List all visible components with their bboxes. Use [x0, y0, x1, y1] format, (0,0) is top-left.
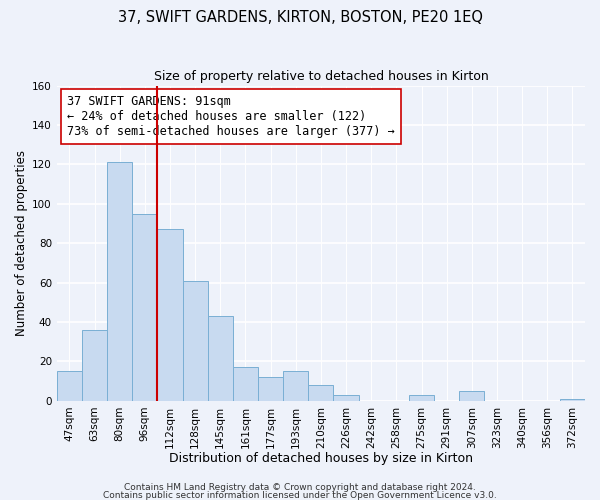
Bar: [283, 372, 308, 401]
Text: Contains public sector information licensed under the Open Government Licence v3: Contains public sector information licen…: [103, 490, 497, 500]
Text: Contains HM Land Registry data © Crown copyright and database right 2024.: Contains HM Land Registry data © Crown c…: [124, 484, 476, 492]
Bar: [132, 214, 157, 401]
Bar: [334, 395, 359, 401]
Bar: [233, 368, 258, 401]
Bar: [82, 330, 107, 401]
Y-axis label: Number of detached properties: Number of detached properties: [15, 150, 28, 336]
Bar: [409, 395, 434, 401]
Text: 37 SWIFT GARDENS: 91sqm
← 24% of detached houses are smaller (122)
73% of semi-d: 37 SWIFT GARDENS: 91sqm ← 24% of detache…: [67, 95, 395, 138]
Bar: [157, 230, 182, 401]
Bar: [308, 385, 334, 401]
Bar: [57, 372, 82, 401]
X-axis label: Distribution of detached houses by size in Kirton: Distribution of detached houses by size …: [169, 452, 473, 465]
Bar: [107, 162, 132, 401]
Title: Size of property relative to detached houses in Kirton: Size of property relative to detached ho…: [154, 70, 488, 83]
Bar: [560, 399, 585, 401]
Bar: [208, 316, 233, 401]
Text: 37, SWIFT GARDENS, KIRTON, BOSTON, PE20 1EQ: 37, SWIFT GARDENS, KIRTON, BOSTON, PE20 …: [118, 10, 482, 25]
Bar: [182, 280, 208, 401]
Bar: [459, 391, 484, 401]
Bar: [258, 377, 283, 401]
